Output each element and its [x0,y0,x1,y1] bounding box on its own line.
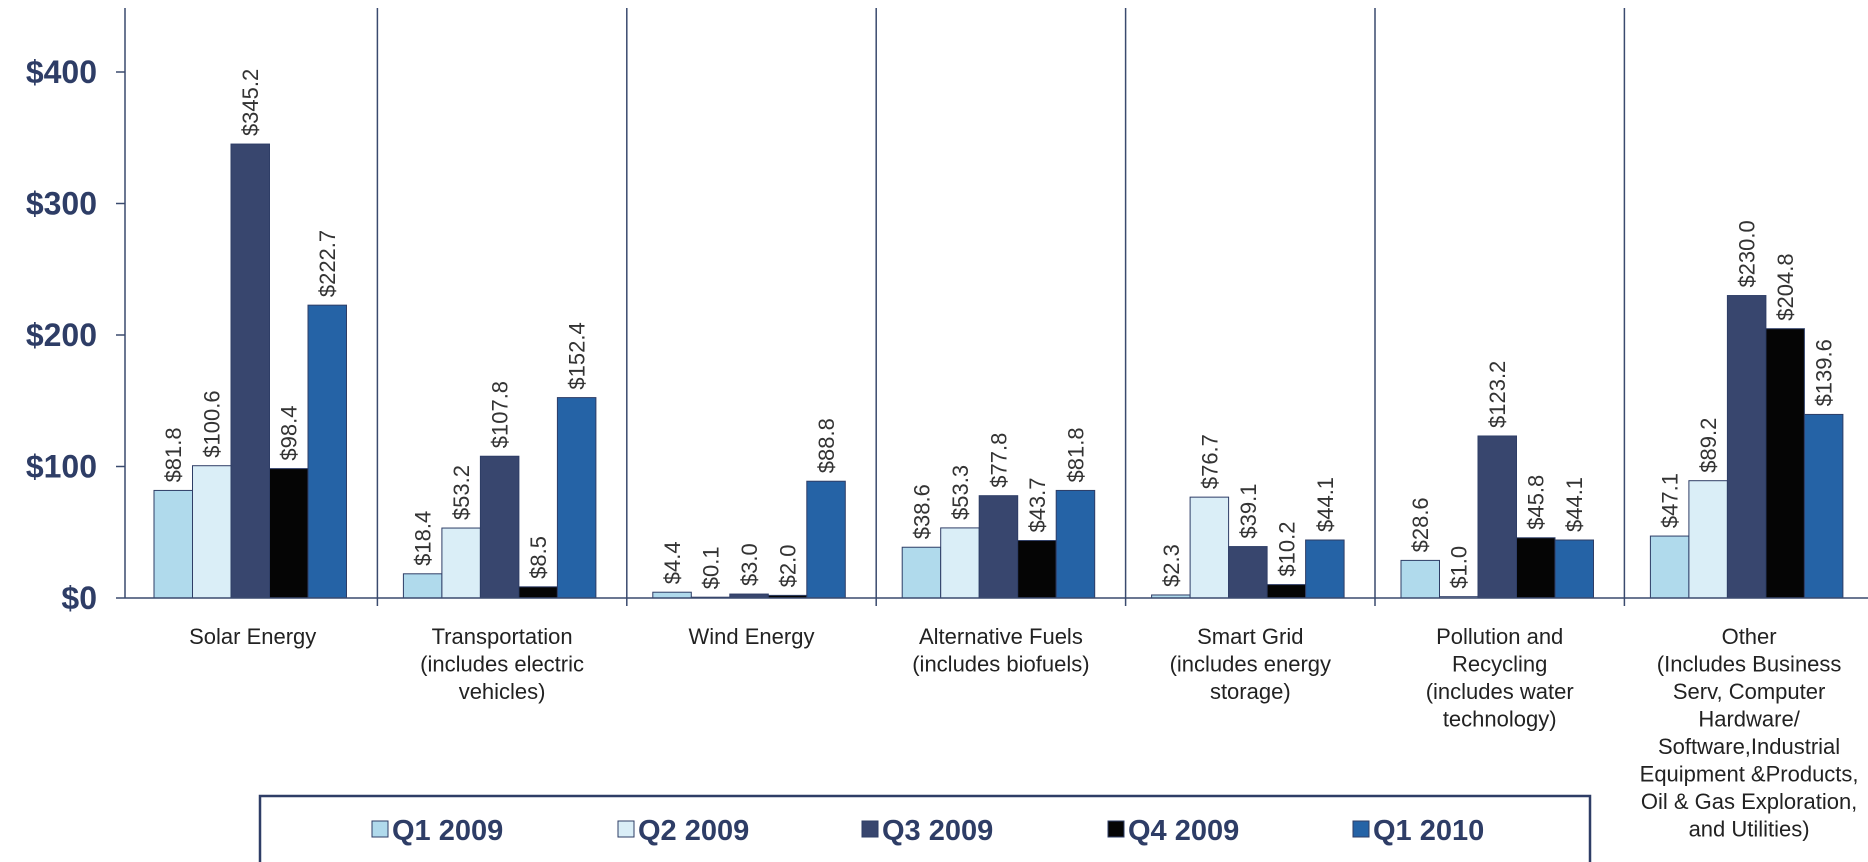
data-label: $53.3 [948,465,973,520]
bar [1477,435,1517,599]
legend-swatch [371,820,389,838]
y-tick-label: $300 [26,186,97,222]
legend-label: Q4 2009 [1128,815,1239,847]
bar [402,573,443,599]
data-label: $8.5 [526,536,551,579]
bar [556,397,597,599]
data-label: $152.4 [565,322,590,389]
data-label: $44.1 [1562,477,1587,532]
data-label: $45.8 [1524,475,1549,530]
bar [978,495,1019,599]
category-label: Transportation (includes electric vehicles… [420,624,584,704]
data-label: $10.2 [1274,522,1299,577]
legend-swatch [861,820,879,838]
data-labels: $81.8 $18.4 $4.4 $38.6 $2.3 $28.6 $47.1 $100.6 $… [161,69,1836,589]
data-label: $89.2 [1696,418,1721,473]
bar [192,465,232,599]
bar [307,304,347,599]
data-label: $76.7 [1197,434,1222,489]
bar [806,480,846,599]
category-label: Solar Energy [189,624,316,649]
bar [1266,584,1307,599]
data-label: $139.6 [1812,339,1837,406]
legend-label: Q1 2010 [1373,815,1484,847]
data-label: $4.4 [660,541,685,584]
data-label: $107.8 [488,381,513,448]
data-label: $43.7 [1025,477,1050,532]
y-tick-label: $0 [61,580,97,616]
legend-item: Q3 2009 [861,815,993,847]
bar [940,527,980,599]
bar [1688,480,1728,599]
legend-item: Q1 2010 [1352,815,1484,847]
bar [1017,540,1057,599]
legend-label: Q2 2009 [638,815,749,847]
bar [1055,489,1096,599]
data-label: $230.0 [1735,220,1760,287]
bar [1400,559,1440,599]
data-label: $204.8 [1773,253,1798,320]
bar [479,455,520,599]
category-label: Smart Grid (includes energy storage) [1170,624,1331,704]
data-label: $81.8 [1063,427,1088,482]
legend-label: Q1 2009 [392,815,503,847]
y-tick-label: $200 [26,317,97,353]
data-label: $47.1 [1658,473,1683,528]
data-label: $77.8 [986,433,1011,488]
bar [1516,537,1556,599]
legend-swatch [1107,820,1125,838]
category-labels: Solar Energy Transportation (includes elec… [189,624,1858,842]
data-label: $44.1 [1313,477,1338,532]
category-label: Alternative Fuels (includes biofuels) [912,624,1089,677]
bar [652,591,692,599]
data-label: $81.8 [161,427,186,482]
bar [901,546,942,599]
category-separators [376,8,1626,606]
data-label: $39.1 [1236,484,1261,539]
bar [1554,539,1594,599]
legend-item: Q4 2009 [1107,815,1239,847]
data-label: $1.0 [1447,546,1472,589]
legend-item: Q2 2009 [617,815,749,847]
data-label: $2.0 [776,545,801,588]
category-label: Wind Energy [689,624,815,649]
bar [1803,413,1844,599]
data-label: $38.6 [909,484,934,539]
legend-swatch [1352,820,1370,838]
category-label: Other (Includes Business Serv, Computer Har… [1640,624,1859,842]
bar [153,489,193,599]
data-label: $3.0 [737,543,762,586]
legend: Q1 2009 Q2 2009 Q3 2009 Q4 2009 Q1 2010 [258,794,1592,862]
bar [1726,295,1767,599]
bar [441,527,481,599]
bar [1765,328,1805,599]
legend-swatch [617,820,635,838]
bar [1305,539,1345,599]
data-label: $18.4 [411,511,436,566]
data-label: $28.6 [1408,497,1433,552]
y-tick-label: $100 [26,449,97,485]
data-label: $88.8 [814,418,839,473]
legend-item: Q1 2009 [371,815,503,847]
bar [1228,546,1268,599]
legend-label: Q3 2009 [882,815,993,847]
data-label: $345.2 [238,69,263,136]
data-label: $0.1 [699,546,724,589]
data-label: $53.2 [449,465,474,520]
bars [153,143,1844,599]
category-label: Pollution and Recycling (includes water tec… [1426,624,1574,732]
data-label: $100.6 [200,390,225,457]
bar [230,143,270,599]
bar [518,586,558,599]
y-axis: $0 $100 $200 $300 $400 [26,8,126,616]
data-label: $123.2 [1485,361,1510,428]
data-label: $2.3 [1159,544,1184,587]
bar [269,468,309,599]
bar [1189,496,1230,599]
y-tick-label: $400 [26,54,97,90]
data-label: $222.7 [315,230,340,297]
data-label: $98.4 [277,406,302,461]
bar [1649,535,1690,599]
